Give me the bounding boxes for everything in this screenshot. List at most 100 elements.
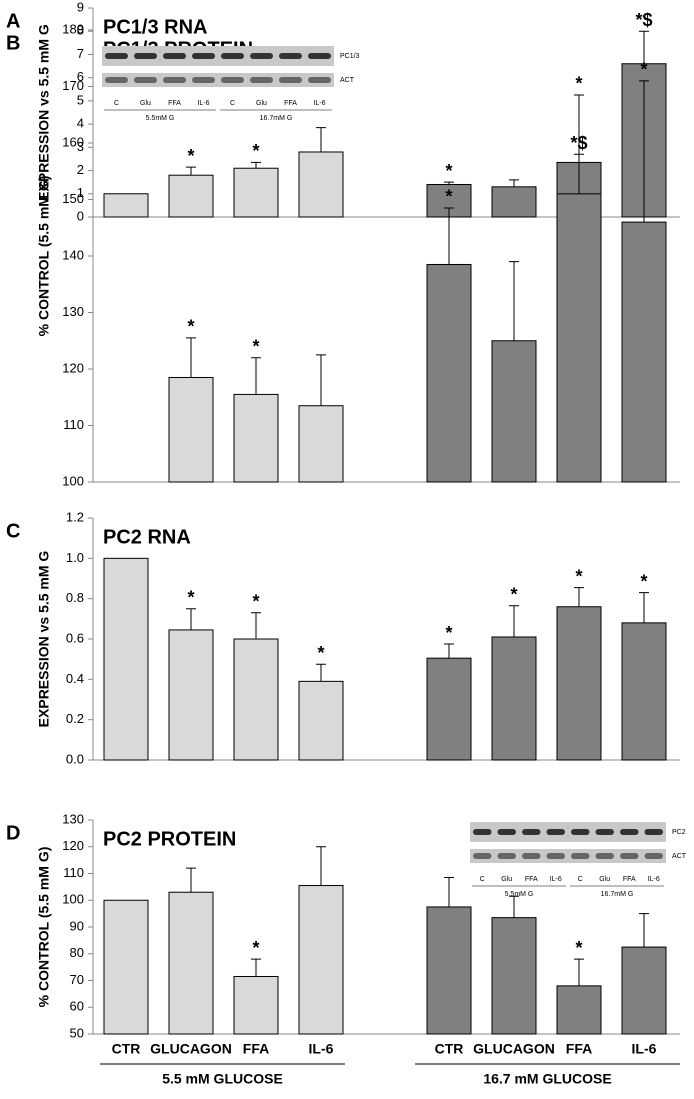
error-bar <box>509 895 519 918</box>
error-bar <box>444 181 454 185</box>
bar <box>426 906 472 1035</box>
y-axis-label: % CONTROL (5.5 mM G) <box>36 847 52 1008</box>
blot-band <box>308 53 331 59</box>
error-bar <box>574 958 584 986</box>
blot-lane-label: Glu <box>140 100 151 107</box>
significance-mark: * <box>252 336 259 356</box>
error-bar <box>444 877 454 907</box>
bar <box>103 899 149 1035</box>
error-bar <box>509 605 519 637</box>
significance-mark: * <box>187 317 194 337</box>
y-tick-label: 7 <box>77 46 84 61</box>
blot-band <box>644 853 663 859</box>
x-tick-label: GLUCAGON <box>150 1041 232 1057</box>
significance-mark: * <box>445 161 452 181</box>
y-tick-label: 130 <box>62 304 84 319</box>
error-bar <box>251 357 261 395</box>
blot-lane-label: FFA <box>168 100 181 107</box>
y-tick-label: 120 <box>62 838 84 853</box>
blot-band <box>163 77 186 83</box>
y-tick-label: 0.4 <box>66 671 84 686</box>
error-bar <box>251 612 261 639</box>
blot-row-label: PC2 <box>672 829 686 836</box>
y-tick-label: 9 <box>77 0 84 14</box>
significance-mark: * <box>575 938 582 958</box>
blot-band <box>221 77 244 83</box>
y-tick-label: 100 <box>62 892 84 907</box>
y-tick-label: 120 <box>62 360 84 375</box>
y-tick-label: 180 <box>62 21 84 36</box>
y-tick-label: 8 <box>77 23 84 38</box>
error-bar <box>251 161 261 169</box>
x-tick-label: FFA <box>243 1041 269 1057</box>
bar <box>556 606 602 761</box>
blot-band <box>620 829 639 835</box>
blot-lane-label: C <box>480 876 485 883</box>
bar <box>491 340 537 483</box>
bar <box>491 186 537 218</box>
blot-band <box>105 77 128 83</box>
significance-mark: * <box>640 571 647 591</box>
x-tick-label: CTR <box>435 1041 464 1057</box>
bar <box>233 393 279 483</box>
group-label: 5.5 mM GLUCOSE <box>162 1071 283 1087</box>
y-tick-label: 110 <box>63 417 84 432</box>
error-bar <box>639 592 649 623</box>
y-tick-label: 140 <box>62 247 84 262</box>
bar <box>621 622 667 761</box>
panel-letter: D <box>6 822 20 844</box>
significance-mark: * <box>317 643 324 663</box>
x-tick-label: IL-6 <box>309 1041 334 1057</box>
blot-lane-label: IL-6 <box>648 876 660 883</box>
blot-band <box>279 53 302 59</box>
y-tick-label: 70 <box>70 972 84 987</box>
blot-lane-label: Glu <box>501 876 512 883</box>
blot-band <box>163 53 186 59</box>
error-bar <box>509 179 519 187</box>
blot-band <box>192 77 215 83</box>
y-tick-label: 50 <box>70 1025 84 1040</box>
bar <box>233 975 279 1035</box>
y-tick-label: 6 <box>77 69 84 84</box>
significance-mark: *$ <box>635 10 652 30</box>
blot-band <box>497 829 516 835</box>
blot-row-label: ACT <box>672 853 687 860</box>
y-tick-label: 160 <box>62 134 84 149</box>
y-tick-label: 0.2 <box>66 711 84 726</box>
blot-background <box>102 73 334 87</box>
bar <box>168 174 214 218</box>
error-bar <box>444 643 454 659</box>
y-tick-label: 2 <box>77 162 84 177</box>
blot-band <box>279 77 302 83</box>
x-tick-label: GLUCAGON <box>473 1041 555 1057</box>
blot-band <box>250 53 273 59</box>
significance-mark: * <box>445 187 452 207</box>
y-tick-label: 0 <box>77 208 84 223</box>
blot-lane-label: C <box>230 100 235 107</box>
bar <box>298 405 344 483</box>
y-tick-label: 130 <box>62 811 84 826</box>
blot-lane-label: IL-6 <box>550 876 562 883</box>
blot-band <box>250 77 273 83</box>
y-tick-label: 90 <box>70 918 84 933</box>
error-bar <box>444 207 454 265</box>
blot-lane-label: FFA <box>525 876 538 883</box>
bar <box>426 263 472 483</box>
blot-lane-label: FFA <box>623 876 636 883</box>
bar <box>168 629 214 761</box>
y-tick-label: 60 <box>70 999 84 1014</box>
y-tick-label: 110 <box>63 865 84 880</box>
blot-group-label: 5.5mM G <box>146 115 175 122</box>
chart-title: PC2 RNA <box>103 526 191 548</box>
blot-row-label: ACT <box>340 77 355 84</box>
error-bar <box>186 166 196 176</box>
blot-band <box>595 853 614 859</box>
bar <box>168 891 214 1035</box>
blot-lane-label: FFA <box>284 100 297 107</box>
significance-mark: * <box>445 623 452 643</box>
blot-band <box>644 829 663 835</box>
bar <box>168 376 214 483</box>
bar <box>621 221 667 483</box>
blot-band <box>105 53 128 59</box>
y-tick-label: 5 <box>77 92 84 107</box>
